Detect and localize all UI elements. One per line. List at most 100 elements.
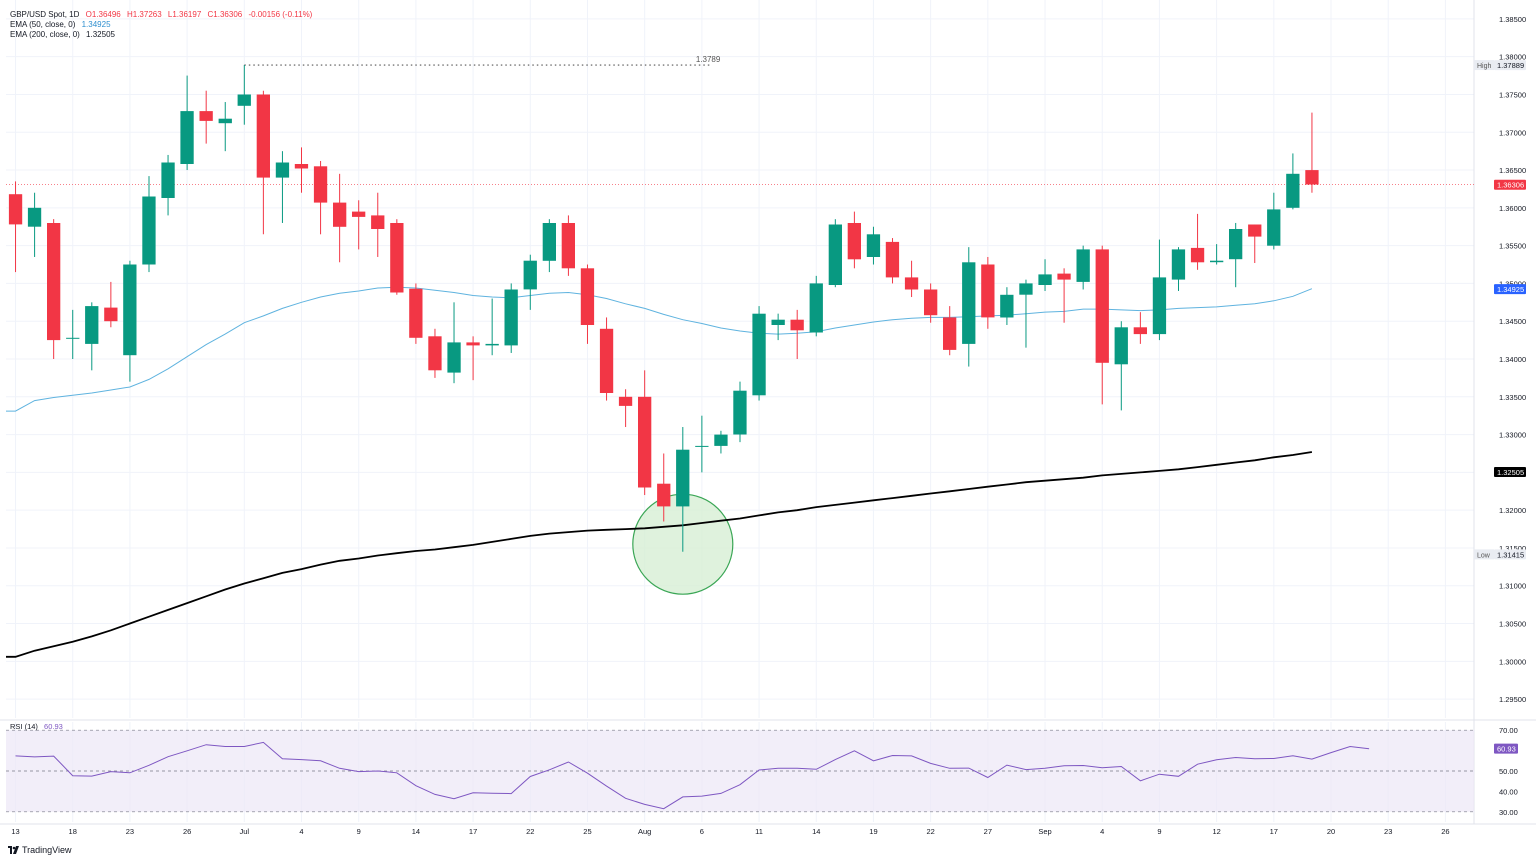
tradingview-logo[interactable]: TradingView: [8, 845, 72, 855]
time-axis-label: Sep: [1038, 827, 1051, 836]
price-axis-label: 1.34500: [1499, 317, 1526, 326]
time-axis-label: 18: [69, 827, 77, 836]
ema200-value: 1.32505: [86, 30, 115, 39]
low-axis-tag-prefix: Low: [1477, 552, 1491, 559]
candle-body: [1152, 277, 1167, 335]
candle-body: [47, 223, 61, 341]
candle-body: [1114, 327, 1128, 365]
rsi-axis-tag: 60.93: [1497, 745, 1516, 754]
ema200-line: [6, 451, 1313, 658]
rsi-axis-label: 70.00: [1499, 726, 1518, 735]
candle-body: [904, 277, 919, 290]
low-value: L1.36197: [167, 10, 202, 19]
candle-body: [161, 162, 175, 198]
time-axis-label: 14: [812, 827, 820, 836]
price-axis-label: 1.36500: [1499, 166, 1526, 175]
price-axis-label: 1.35500: [1499, 242, 1526, 251]
candle-body: [1057, 273, 1071, 280]
candle-body: [1305, 170, 1319, 185]
ema50-value: 1.34925: [81, 20, 111, 29]
high-price-annotation: 1.3789: [696, 55, 721, 64]
price-axis-label: 1.34000: [1499, 355, 1526, 364]
ema50-axis-tag: 1.34925: [1497, 285, 1524, 294]
candle-body: [866, 234, 881, 257]
price-axis-label: 1.33500: [1499, 393, 1526, 402]
time-axis-label: 11: [755, 827, 763, 836]
candle-body: [981, 264, 995, 318]
candle-body: [447, 342, 461, 373]
candle-body: [771, 319, 785, 325]
candle-body: [390, 223, 404, 293]
candle-body: [66, 337, 80, 339]
candle-body: [599, 328, 614, 393]
candle-body: [1190, 247, 1205, 263]
price-axis-label: 1.35000: [1499, 279, 1526, 288]
legend-ema200-row: EMA (200, close, 0) 1.32505: [10, 30, 115, 40]
time-axis-label: 12: [1212, 827, 1220, 836]
price-axis-label: 1.37500: [1499, 90, 1526, 99]
candle-body: [714, 434, 728, 446]
candle-body: [523, 260, 537, 290]
close-value: C1.36306: [207, 10, 243, 19]
time-axis-label: 4: [1100, 827, 1104, 836]
time-axis-label: 6: [700, 827, 704, 836]
time-axis-label: 17: [1270, 827, 1278, 836]
price-axis-label: 1.31000: [1499, 582, 1526, 591]
time-axis-label: 9: [1157, 827, 1161, 836]
candle-body: [333, 202, 347, 227]
candle-body: [1267, 209, 1281, 246]
candle-body: [1133, 327, 1147, 335]
time-axis-label: Jul: [240, 827, 250, 836]
price-axis-label: 1.36000: [1499, 204, 1526, 213]
time-axis-label: 23: [126, 827, 134, 836]
candle-body: [943, 317, 957, 350]
candle-body: [885, 241, 900, 278]
candle-body: [638, 396, 652, 488]
candle-body: [8, 194, 23, 225]
candle-body: [142, 196, 156, 265]
low-axis-tag-prefix-bg: [1474, 549, 1494, 560]
open-value: O1.36496: [85, 10, 121, 19]
price-axis-label: 1.30000: [1499, 657, 1526, 666]
candle-body: [695, 445, 709, 447]
ema200-label: EMA (200, close, 0): [10, 30, 80, 39]
candle-body: [1286, 173, 1300, 208]
candle-body: [828, 224, 842, 285]
price-axis-label: 1.32000: [1499, 506, 1526, 515]
price-axis-label: 1.31500: [1499, 544, 1526, 553]
time-axis-label: 17: [469, 827, 477, 836]
candle-body: [733, 390, 747, 435]
high-axis-tag-prefix: High: [1477, 63, 1492, 70]
ema200-axis-tag-bg: [1494, 466, 1526, 477]
candle-body: [962, 262, 976, 344]
candle-body: [790, 319, 804, 331]
legend-symbol-row: GBP/USD Spot, 1D O1.36496 H1.37263 L1.36…: [10, 10, 312, 20]
price-axis-label: 1.33000: [1499, 431, 1526, 440]
time-axis-label: 19: [869, 827, 877, 836]
candle-body: [657, 483, 671, 507]
candle-body: [1038, 274, 1052, 285]
ema200-axis-tag: 1.32505: [1497, 468, 1524, 477]
price-axis-label: 1.30500: [1499, 620, 1526, 629]
candle-body: [218, 118, 232, 124]
ema50-line: [6, 286, 1313, 412]
candle-body: [847, 223, 861, 260]
candle-body: [504, 289, 518, 346]
ema50-axis-tag-bg: [1494, 284, 1526, 295]
time-axis-label: 4: [299, 827, 303, 836]
candle-body: [275, 162, 290, 178]
price-axis-label: 1.38500: [1499, 15, 1526, 24]
candle-body: [85, 306, 99, 344]
candle-body: [1000, 294, 1014, 318]
time-axis-label: 20: [1327, 827, 1335, 836]
rsi-axis-label: 30.00: [1499, 808, 1518, 817]
rsi-axis-tag-bg: [1494, 743, 1518, 754]
candle-body: [104, 307, 118, 322]
rsi-axis-label: 40.00: [1499, 787, 1518, 796]
candle-body: [924, 289, 938, 316]
high-value: H1.37263: [126, 10, 162, 19]
rsi-label: RSI (14): [10, 722, 38, 731]
candle-body: [580, 268, 595, 325]
candle-body: [180, 111, 194, 164]
